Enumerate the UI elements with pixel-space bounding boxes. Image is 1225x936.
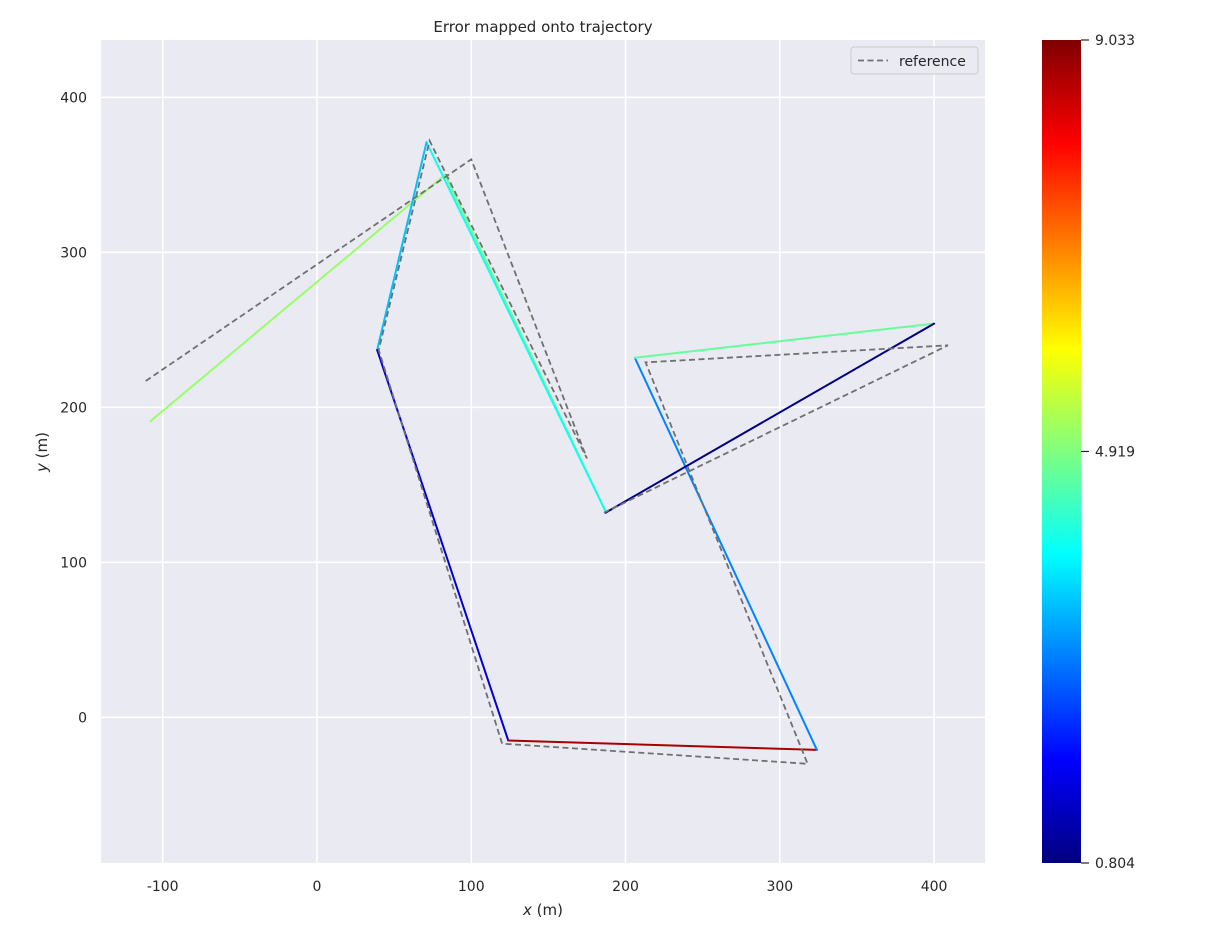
colorbar: 0.804 4.919 9.033 [1042, 33, 1135, 872]
legend-box [850, 46, 979, 75]
y-tick-labels: 0 100 200 300 400 [60, 90, 87, 726]
trajectory-segment [507, 739, 818, 751]
trajectory-segment [633, 356, 818, 751]
x-tick-label: 200 [612, 879, 639, 895]
x-tick-label: 100 [458, 879, 485, 895]
trajectory-segment [425, 141, 607, 513]
x-tick-labels: -100 0 100 200 300 400 [147, 879, 948, 895]
x-tick-label: 300 [766, 879, 793, 895]
x-tick-label: 0 [313, 879, 322, 895]
colorbar-tick-label: 0.804 [1095, 856, 1135, 872]
reference-series [145, 138, 949, 765]
trajectory-segment [149, 173, 447, 423]
trajectory-series [149, 141, 936, 751]
trajectory-segment [376, 141, 428, 351]
y-tick-label: 300 [60, 245, 87, 261]
y-tick-label: 400 [60, 90, 87, 106]
plot-area [101, 40, 985, 863]
grid [101, 40, 985, 863]
y-axis-label: y (m) [33, 432, 51, 473]
y-tick-label: 0 [78, 710, 87, 726]
trajectory-segment [604, 322, 936, 514]
legend: reference [850, 46, 979, 75]
colorbar-tick-label: 4.919 [1095, 444, 1135, 460]
colorbar-bar [1042, 40, 1081, 863]
chart-title: Error mapped onto trajectory [433, 18, 652, 36]
y-tick-label: 100 [60, 555, 87, 571]
x-axis-label: x (m) [522, 901, 563, 919]
legend-entry-reference: reference [899, 54, 966, 70]
x-tick-label: -100 [147, 879, 179, 895]
colorbar-ticks: 0.804 4.919 9.033 [1081, 33, 1135, 872]
trajectory-segment [633, 322, 936, 359]
x-tick-label: 400 [921, 879, 948, 895]
y-tick-label: 200 [60, 400, 87, 416]
colorbar-tick-label: 9.033 [1095, 33, 1135, 49]
